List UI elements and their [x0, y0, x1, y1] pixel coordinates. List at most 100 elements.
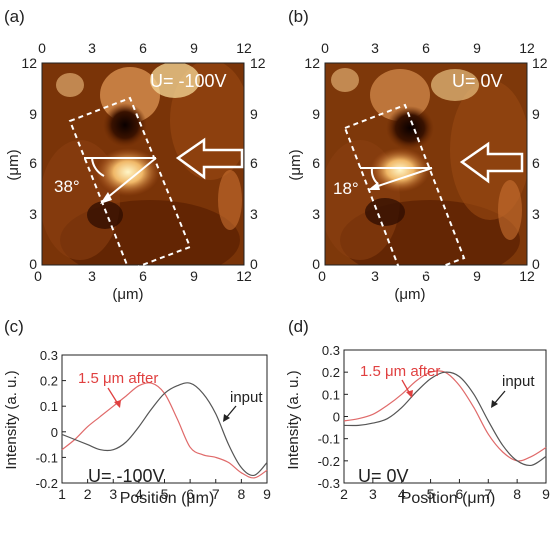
- x-tick-label: 5: [427, 486, 435, 502]
- voltage-label: U= 0V: [452, 71, 503, 91]
- y-tick-label: -0.2: [318, 454, 340, 469]
- angle-label: 38°: [54, 177, 80, 196]
- tick-left-6: 6: [29, 155, 37, 171]
- y-axis-label: Intensity (a. u.): [3, 370, 20, 469]
- y-tick-label: 0.2: [322, 365, 340, 380]
- tick-top-6: 6: [422, 40, 430, 56]
- tick-left-3: 3: [29, 206, 37, 222]
- tick-bottom-3: 3: [371, 268, 379, 284]
- y-axis-label: Intensity (a. u.): [285, 370, 302, 469]
- annotation-arrowhead: [114, 400, 121, 408]
- y-tick-label: -0.1: [318, 432, 340, 447]
- tick-bottom-6: 6: [422, 268, 430, 284]
- tick-top-12: 12: [519, 40, 535, 56]
- x-tick-label: 9: [263, 486, 271, 502]
- x-tick-label: 6: [186, 486, 194, 502]
- voltage-label: U= -100V: [88, 466, 165, 486]
- tick-left-0: 0: [312, 256, 320, 272]
- series-label-input: input: [230, 389, 263, 406]
- voltage-label: U= 0V: [358, 466, 409, 486]
- angle-label: 18°: [333, 179, 359, 198]
- x-tick-label: 7: [212, 486, 220, 502]
- series-line: [61, 382, 268, 477]
- y-tick-label: 0.1: [322, 387, 340, 402]
- x-tick-label: 2: [340, 486, 348, 502]
- x-tick-label: 8: [237, 486, 245, 502]
- series-line: [343, 371, 547, 467]
- y-tick-label: -0.2: [36, 476, 58, 491]
- tick-right-9: 9: [250, 106, 258, 122]
- tick-left-6: 6: [312, 155, 320, 171]
- x-tick-label: 4: [398, 486, 406, 502]
- tick-right-6: 6: [250, 155, 258, 171]
- tick-right-12: 12: [250, 55, 266, 71]
- x-tick-label: 2: [84, 486, 92, 502]
- annotation-arrow: [493, 390, 506, 405]
- panel-b: (b) 0 3 6 9 12 0 3 6 9 12 12: [287, 7, 548, 303]
- y-tick-label: 0: [51, 425, 58, 440]
- y-tick-label: -0.3: [318, 476, 340, 491]
- panel-d: (d) Intensity (a. u.) Position (μm) 2 3 4 5…: [285, 317, 550, 507]
- x-tick-label: 7: [484, 486, 492, 502]
- series-label-after: 1.5 μm after: [360, 363, 440, 380]
- tick-left-12: 12: [21, 55, 37, 71]
- voltage-label: U= -100V: [150, 71, 227, 91]
- line-plot: 1 2 3 4 5 6 7 8 9 -0.2 -0.1 0 0.1 0.2 0.3: [36, 348, 272, 502]
- x-tick-label: 6: [456, 486, 464, 502]
- tick-right-12: 12: [532, 55, 548, 71]
- tick-right-3: 3: [532, 206, 540, 222]
- tick-bottom-12: 12: [236, 268, 252, 284]
- tick-top-6: 6: [139, 40, 147, 56]
- tick-left-0: 0: [29, 256, 37, 272]
- tick-top-9: 9: [473, 40, 481, 56]
- y-tick-label: 0.1: [40, 399, 58, 414]
- annotation-arrow: [225, 405, 237, 419]
- y-tick-label: 0.2: [40, 374, 58, 389]
- tick-top-0: 0: [321, 40, 329, 56]
- y-tick-label: 0.3: [322, 343, 340, 358]
- x-axis-unit: (μm): [394, 286, 425, 303]
- beam-arrowhead: [100, 192, 112, 204]
- tick-top-9: 9: [190, 40, 198, 56]
- y-axis-unit: (μm): [5, 149, 22, 180]
- tick-bottom-0: 0: [34, 268, 42, 284]
- tick-bottom-9: 9: [473, 268, 481, 284]
- x-tick-label: 9: [542, 486, 550, 502]
- angle-arc: [370, 167, 379, 185]
- tick-top-0: 0: [38, 40, 46, 56]
- x-axis-label: Position (μm): [120, 490, 215, 507]
- y-tick-label: 0.3: [40, 348, 58, 363]
- x-tick-label: 1: [58, 486, 66, 502]
- y-axis-unit: (μm): [287, 149, 304, 180]
- waveguide-outline: [68, 96, 192, 272]
- tick-bottom-12: 12: [519, 268, 535, 284]
- beam-direction-line: [371, 167, 433, 189]
- hollow-left-arrow-icon: [175, 137, 244, 180]
- panel-a: (a) 0 3 6 9 12 0 3 6 9 12 12: [4, 7, 266, 303]
- x-tick-label: 4: [135, 486, 143, 502]
- heatmap-image: [42, 63, 244, 265]
- tick-right-0: 0: [250, 256, 258, 272]
- tick-top-12: 12: [236, 40, 252, 56]
- plot-frame: [41, 62, 245, 266]
- annotation-arrowhead: [406, 390, 413, 398]
- x-tick-label: 3: [109, 486, 117, 502]
- heatmap-image: [325, 63, 527, 265]
- line-plot: 2 3 4 5 6 7 8 9 -0.3 -0.2 -0.1 0 0.1 0.2 0.3: [318, 343, 551, 502]
- series-label-after: 1.5 μm after: [78, 370, 158, 387]
- panel-c: (c) Intensity (a. u.) Position (μm) 1 2 3 4…: [3, 317, 271, 507]
- panel-label: (c): [4, 317, 24, 336]
- tick-left-9: 9: [29, 106, 37, 122]
- panel-label: (d): [288, 317, 309, 336]
- y-tick-label: -0.1: [36, 450, 58, 465]
- x-tick-label: 3: [369, 486, 377, 502]
- x-axis-label: Position (μm): [401, 490, 496, 507]
- angle-arc: [91, 157, 105, 177]
- annotation-arrowhead: [223, 414, 230, 422]
- tick-right-6: 6: [532, 155, 540, 171]
- tick-top-3: 3: [371, 40, 379, 56]
- tick-right-9: 9: [532, 106, 540, 122]
- annotation-arrowhead: [491, 400, 498, 408]
- x-axis-unit: (μm): [112, 286, 143, 303]
- tick-left-12: 12: [304, 55, 320, 71]
